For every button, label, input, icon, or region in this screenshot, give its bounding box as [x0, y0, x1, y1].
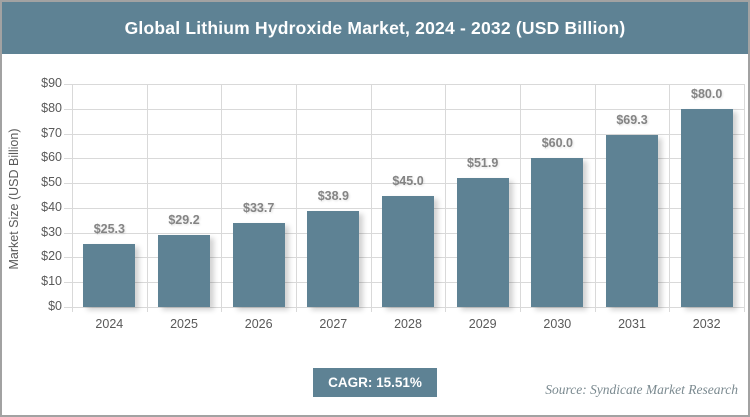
- y-tick-label: $30: [41, 224, 62, 239]
- h-gridline: [64, 183, 744, 185]
- x-tick-label: 2027: [319, 317, 348, 331]
- v-gridline: [744, 84, 745, 312]
- v-gridline: [445, 84, 447, 312]
- bar: [158, 234, 210, 307]
- y-tick-label: $50: [41, 175, 62, 190]
- v-gridline: [296, 84, 297, 312]
- x-tick-label: 2031: [618, 317, 646, 331]
- h-gridline: [64, 158, 744, 160]
- chart-title-bar: Global Lithium Hydroxide Market, 2024 - …: [2, 2, 748, 54]
- x-tick-label: 2030: [543, 317, 572, 331]
- y-tick-label: $0: [48, 299, 62, 313]
- source-text: Source: Syndicate Market Research: [545, 382, 738, 397]
- bar-value-label: $38.9: [317, 188, 349, 203]
- bar: [680, 108, 733, 307]
- bar-value-label: $51.9: [467, 156, 499, 171]
- x-tick-label: 2025: [170, 317, 198, 331]
- v-gridline: [72, 84, 73, 312]
- bar: [606, 135, 658, 307]
- v-gridline: [221, 84, 223, 312]
- h-gridline: [64, 133, 744, 135]
- bar: [531, 158, 584, 307]
- chart-title: Global Lithium Hydroxide Market, 2024 - …: [124, 17, 626, 38]
- v-gridline: [669, 84, 671, 312]
- v-gridline: [520, 84, 521, 312]
- bar: [83, 244, 136, 307]
- bar-value-label: $80.0: [691, 86, 723, 101]
- bar-value-label: $69.3: [616, 113, 648, 128]
- bar-value-label: $33.7: [243, 201, 275, 216]
- y-tick-label: $80: [41, 100, 62, 115]
- h-gridline: [64, 84, 744, 85]
- h-gridline: [64, 307, 744, 308]
- bar-value-label: $29.2: [168, 212, 200, 227]
- bar-value-label: $45.0: [392, 173, 424, 188]
- y-tick-label: $70: [41, 125, 62, 140]
- h-gridline: [64, 108, 744, 110]
- y-tick-label: $40: [41, 199, 62, 214]
- bar: [307, 210, 360, 307]
- y-tick-label: $20: [41, 249, 62, 264]
- bar: [232, 223, 285, 307]
- v-gridline: [370, 84, 372, 312]
- y-tick-label: $90: [41, 76, 62, 90]
- x-tick-label: 2029: [468, 317, 497, 331]
- x-tick-label: 2028: [394, 317, 422, 331]
- bar: [456, 178, 509, 307]
- y-tick-label: $60: [41, 150, 62, 165]
- bar: [382, 195, 434, 307]
- v-gridline: [146, 84, 148, 312]
- x-tick-label: 2032: [692, 317, 721, 331]
- x-tick-label: 2026: [244, 317, 273, 331]
- cagr-badge: CAGR: 15.51%: [313, 368, 437, 397]
- x-tick-label: 2024: [95, 317, 124, 331]
- y-tick-label: $10: [41, 274, 62, 289]
- bar-value-label: $25.3: [93, 222, 125, 237]
- v-gridline: [594, 84, 596, 312]
- bar-value-label: $60.0: [541, 136, 573, 151]
